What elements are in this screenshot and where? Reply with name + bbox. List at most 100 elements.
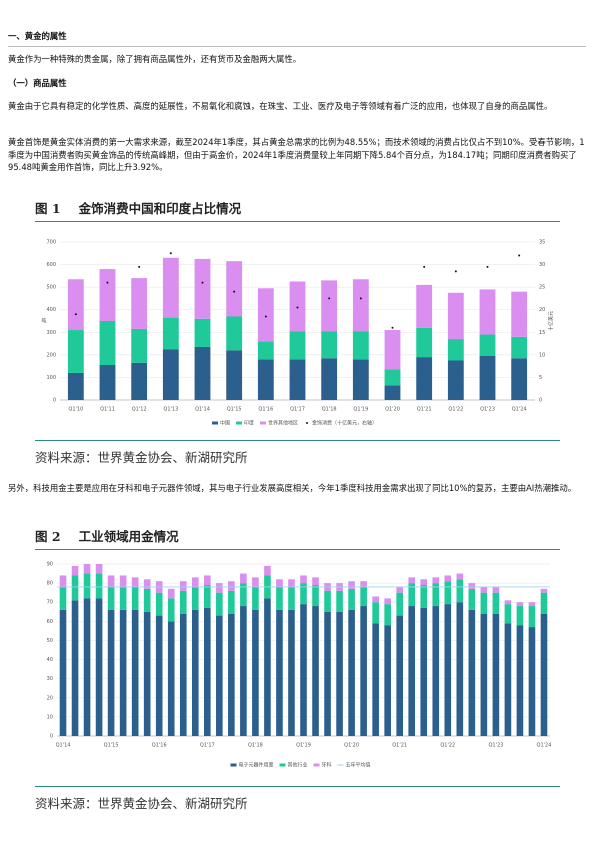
bar-segment bbox=[194, 318, 211, 347]
bar-segment bbox=[226, 261, 243, 317]
bar-segment bbox=[480, 592, 488, 614]
bar-segment bbox=[360, 586, 367, 607]
x-tick-label: Q1'14 bbox=[195, 407, 210, 413]
bar-segment bbox=[511, 336, 528, 359]
y-tick-label: 0 bbox=[50, 734, 53, 740]
x-tick-label: Q1'17 bbox=[290, 407, 305, 413]
bar-segment bbox=[432, 606, 440, 736]
bar-segment bbox=[289, 359, 306, 400]
bar-segment bbox=[240, 573, 247, 584]
bar-segment bbox=[348, 581, 355, 589]
bar-segment bbox=[312, 577, 319, 586]
bar-segment bbox=[384, 369, 401, 386]
dot bbox=[328, 297, 331, 300]
bar-segment bbox=[324, 611, 331, 736]
bar-segment bbox=[228, 581, 235, 591]
y2-tick-label: 35 bbox=[539, 240, 545, 246]
y2-tick-label: 0 bbox=[539, 398, 542, 404]
bar-segment bbox=[468, 583, 476, 589]
figure-caption: 工业领域用金情况 bbox=[78, 529, 179, 544]
y-tick-label: 700 bbox=[46, 240, 56, 246]
bar-segment bbox=[336, 590, 343, 612]
x-tick-label: Q1'12 bbox=[132, 407, 147, 413]
dot bbox=[264, 315, 267, 318]
bar-segment bbox=[252, 609, 259, 736]
bar-segment bbox=[408, 583, 416, 607]
y2-tick-label: 10 bbox=[539, 352, 545, 358]
bar-segment bbox=[252, 586, 259, 610]
bar-segment bbox=[131, 328, 148, 363]
bar-segment bbox=[131, 362, 148, 400]
legend-label: 印度 bbox=[244, 420, 254, 427]
bar-segment bbox=[447, 360, 464, 400]
figure-title: 图 1 金饰消费中国和印度占比情况 bbox=[35, 198, 560, 222]
y-tick-label: 70 bbox=[47, 600, 53, 606]
dot bbox=[359, 297, 362, 300]
bar-segment bbox=[479, 289, 496, 335]
bar-segment bbox=[99, 365, 116, 400]
dot bbox=[391, 326, 394, 329]
bar-segment bbox=[468, 609, 476, 736]
dot bbox=[233, 290, 236, 293]
bar-segment bbox=[540, 588, 548, 593]
bar-segment bbox=[432, 583, 440, 607]
bar-segment bbox=[479, 355, 496, 400]
bar-segment bbox=[348, 609, 355, 736]
bar-segment bbox=[408, 606, 416, 736]
bar-segment bbox=[540, 592, 548, 614]
bar-segment bbox=[252, 577, 259, 587]
bar-segment bbox=[324, 590, 331, 612]
bar-segment bbox=[447, 292, 464, 340]
bar-segment bbox=[257, 359, 274, 400]
y-tick-label: 0 bbox=[53, 398, 56, 404]
bar-segment bbox=[408, 577, 416, 584]
legend-label: 其他行业 bbox=[287, 762, 307, 769]
bar-segment bbox=[167, 598, 175, 622]
bar-segment bbox=[420, 607, 428, 736]
figure-label: 图 2 bbox=[35, 529, 61, 544]
dot bbox=[138, 265, 141, 268]
x-tick-label: Q1'20 bbox=[344, 743, 359, 749]
bar-segment bbox=[444, 581, 452, 605]
bar-segment bbox=[276, 579, 283, 587]
y2-tick-label: 5 bbox=[539, 375, 542, 381]
bar-segment bbox=[107, 586, 115, 610]
x-tick-label: Q1'17 bbox=[200, 743, 215, 749]
bar-segment bbox=[444, 604, 452, 736]
legend-label: 牙科 bbox=[322, 762, 332, 769]
bar-segment bbox=[59, 609, 67, 736]
bar-segment bbox=[179, 590, 187, 614]
bar-segment bbox=[420, 585, 428, 608]
x-tick-label: Q1'21 bbox=[392, 743, 407, 749]
bar-segment bbox=[99, 321, 116, 366]
paragraph: 黄金首饰是黄金实体消费的第一大需求来源，截至2024年1季度，其占黄金总需求的比… bbox=[8, 137, 585, 172]
bar-segment bbox=[447, 339, 464, 361]
bar-segment bbox=[167, 588, 175, 599]
y2-tick-label: 30 bbox=[539, 262, 545, 268]
bar-segment bbox=[240, 606, 247, 736]
dot bbox=[106, 281, 109, 284]
bar-segment bbox=[456, 573, 464, 580]
bar-segment bbox=[228, 590, 235, 614]
bar-segment bbox=[468, 588, 476, 610]
bar-segment bbox=[321, 280, 338, 332]
bar-segment bbox=[264, 565, 271, 576]
y-tick-label: 500 bbox=[46, 285, 56, 291]
y2-axis-label: 十亿美元 bbox=[548, 311, 555, 331]
bar-segment bbox=[288, 586, 295, 610]
bar-segment bbox=[300, 604, 307, 736]
bar-segment bbox=[226, 350, 243, 400]
legend-label: 世界其他地区 bbox=[268, 420, 298, 427]
y-tick-label: 300 bbox=[46, 330, 56, 336]
bar-segment bbox=[516, 625, 524, 736]
bar-segment bbox=[384, 385, 401, 400]
y-tick-label: 600 bbox=[46, 262, 56, 268]
bar-segment bbox=[312, 585, 319, 607]
bar-segment bbox=[71, 575, 79, 601]
bar-segment bbox=[191, 586, 199, 610]
paragraph: 另外，科技用金主要是应用在牙科和电子元器件领域，其与电子行业发展高度相关，今年1… bbox=[8, 483, 577, 493]
bar-segment bbox=[352, 279, 369, 332]
x-tick-label: Q1'11 bbox=[100, 407, 115, 413]
bar-segment bbox=[143, 579, 151, 589]
bar-segment bbox=[167, 621, 175, 736]
